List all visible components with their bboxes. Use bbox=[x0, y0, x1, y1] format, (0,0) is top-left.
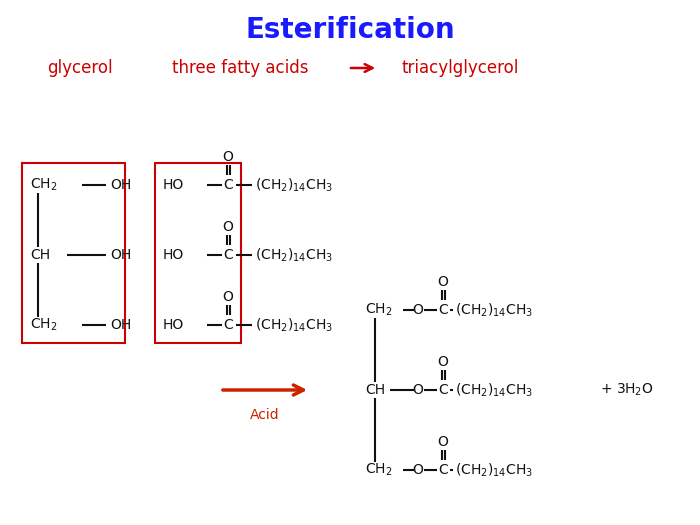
Text: OH: OH bbox=[110, 178, 132, 192]
Bar bbox=[155, 163, 241, 343]
Text: (CH$_2$)$_{14}$CH$_3$: (CH$_2$)$_{14}$CH$_3$ bbox=[255, 246, 333, 264]
Text: C: C bbox=[438, 303, 448, 317]
Text: (CH$_2$)$_{14}$CH$_3$: (CH$_2$)$_{14}$CH$_3$ bbox=[255, 176, 333, 194]
Text: C: C bbox=[223, 178, 233, 192]
Bar bbox=[22, 163, 125, 343]
Text: O: O bbox=[223, 290, 233, 304]
Text: + 3H$_2$O: + 3H$_2$O bbox=[600, 382, 654, 398]
Text: C: C bbox=[438, 463, 448, 477]
Text: CH$_2$: CH$_2$ bbox=[365, 462, 393, 478]
Text: HO: HO bbox=[163, 178, 184, 192]
Text: O: O bbox=[438, 355, 449, 369]
Text: O: O bbox=[412, 303, 423, 317]
Text: O: O bbox=[438, 275, 449, 289]
Text: OH: OH bbox=[110, 318, 132, 332]
Text: CH: CH bbox=[30, 248, 50, 262]
Text: HO: HO bbox=[163, 318, 184, 332]
Text: glycerol: glycerol bbox=[47, 59, 113, 77]
Text: O: O bbox=[223, 220, 233, 234]
Text: Esterification: Esterification bbox=[245, 16, 455, 44]
Text: (CH$_2$)$_{14}$CH$_3$: (CH$_2$)$_{14}$CH$_3$ bbox=[455, 381, 533, 398]
Text: (CH$_2$)$_{14}$CH$_3$: (CH$_2$)$_{14}$CH$_3$ bbox=[455, 301, 533, 319]
Text: CH$_2$: CH$_2$ bbox=[30, 177, 57, 193]
Text: OH: OH bbox=[110, 248, 132, 262]
Text: HO: HO bbox=[163, 248, 184, 262]
Text: Acid: Acid bbox=[250, 408, 280, 422]
Text: C: C bbox=[223, 248, 233, 262]
Text: CH: CH bbox=[365, 383, 385, 397]
Text: CH$_2$: CH$_2$ bbox=[365, 302, 393, 318]
Text: (CH$_2$)$_{14}$CH$_3$: (CH$_2$)$_{14}$CH$_3$ bbox=[255, 316, 333, 334]
Text: (CH$_2$)$_{14}$CH$_3$: (CH$_2$)$_{14}$CH$_3$ bbox=[455, 461, 533, 479]
Text: C: C bbox=[438, 383, 448, 397]
Text: C: C bbox=[223, 318, 233, 332]
Text: triacylglycerol: triacylglycerol bbox=[401, 59, 519, 77]
Text: O: O bbox=[438, 435, 449, 449]
Text: CH$_2$: CH$_2$ bbox=[30, 317, 57, 333]
Text: O: O bbox=[412, 463, 423, 477]
Text: O: O bbox=[223, 150, 233, 164]
Text: O: O bbox=[412, 383, 423, 397]
Text: three fatty acids: three fatty acids bbox=[172, 59, 308, 77]
